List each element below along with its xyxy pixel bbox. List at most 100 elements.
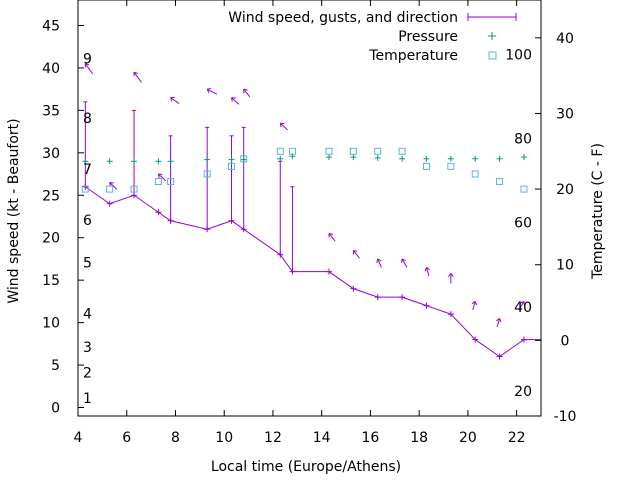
temperature-point <box>106 185 114 193</box>
arrow-shaft <box>243 88 251 98</box>
wind-direction-arrow <box>231 97 240 105</box>
x-tick-label: 20 <box>459 430 477 446</box>
beaufort-label: 2 <box>83 366 92 382</box>
arrow-shaft <box>206 88 218 95</box>
wind-point <box>82 183 89 190</box>
x-tick-label: 16 <box>362 430 380 446</box>
arrow-shaft <box>279 122 288 131</box>
wind-point <box>423 302 430 309</box>
arrow-shaft <box>425 267 430 277</box>
wind-direction-arrow <box>243 88 251 98</box>
y2-tick-label: 40 <box>556 31 574 47</box>
y-tick-label: 35 <box>42 103 60 119</box>
arrow-shaft <box>170 97 180 104</box>
wind-point <box>472 336 479 343</box>
temperature-point <box>167 178 175 186</box>
wind-direction-arrow <box>206 88 218 95</box>
wind-direction-arrow <box>376 258 382 268</box>
arrow-head <box>450 273 454 277</box>
arrow-shaft <box>401 258 408 268</box>
y2-tick-label: 0 <box>561 333 570 349</box>
y-tick-label: 20 <box>42 231 60 247</box>
arrow-head <box>170 97 173 102</box>
fahrenheit-label: 20 <box>514 384 532 400</box>
axes-layer: 4 6 8 10 12 14 16 18 20 22051015202530354045-1001… <box>42 0 576 446</box>
pressure-point <box>228 156 235 163</box>
fahrenheit-label: 40 <box>514 300 532 316</box>
wind-point <box>167 217 174 224</box>
pressure-point <box>155 158 162 165</box>
wind-direction-arrow <box>401 258 408 268</box>
temperature-point <box>349 147 357 155</box>
wind-direction-arrow <box>328 232 336 242</box>
y2-tick-label: -10 <box>554 409 577 425</box>
x-tick-label: 10 <box>215 430 233 446</box>
arrow-head <box>376 258 379 263</box>
wind-point <box>131 192 138 199</box>
temperature-point <box>520 185 528 193</box>
temperature-point <box>325 147 333 155</box>
wind-point <box>399 294 406 301</box>
wind-direction-arrow <box>352 249 360 259</box>
x-tick-label: 12 <box>264 430 282 446</box>
temperature-point <box>154 178 162 186</box>
arrow-head <box>85 63 90 66</box>
beaufort-label: 8 <box>83 111 92 127</box>
arrow-head <box>328 232 333 236</box>
wind-point <box>106 200 113 207</box>
y2-tick-label: 30 <box>556 106 574 122</box>
arrow-shaft <box>352 250 360 259</box>
wind-direction-arrow <box>133 71 142 83</box>
legend-marker-temperature <box>488 51 497 60</box>
wind-speed-line <box>85 186 541 358</box>
arrow-shaft <box>377 258 382 268</box>
pressure-point <box>423 155 430 162</box>
arrow-head <box>279 123 282 128</box>
beaufort-label: 9 <box>83 52 92 68</box>
arrow-head <box>353 249 358 252</box>
beaufort-label: 3 <box>83 340 92 356</box>
wind-direction-arrow <box>518 300 525 311</box>
y-axis-label: Wind speed (kt - Beaufort) <box>6 118 22 303</box>
pressure-point <box>204 156 211 163</box>
y-tick-label: 25 <box>42 188 60 204</box>
arrow-head <box>471 300 476 305</box>
legend: Wind speed, gusts, and direction Pressur… <box>228 10 517 64</box>
y2-axis-label: Temperature (C - F) <box>590 143 606 280</box>
pressure-point <box>167 158 174 165</box>
arrow-head <box>499 318 502 323</box>
wind-direction-arrow <box>170 97 180 104</box>
pressure-point <box>325 154 332 161</box>
legend-label-pressure: Pressure <box>398 29 458 45</box>
pressure-point <box>520 154 527 161</box>
arrow-shaft <box>158 173 167 182</box>
y2-tick-label: 20 <box>556 182 574 198</box>
arrow-head <box>424 267 427 272</box>
arrow-head <box>133 71 139 74</box>
temperature-point <box>130 185 138 193</box>
arrow-head <box>448 273 452 277</box>
wind-point <box>289 268 296 275</box>
pressure-point <box>131 158 138 165</box>
temperature-point <box>496 178 504 186</box>
arrow-shaft <box>231 97 240 105</box>
temperature-point <box>240 155 248 163</box>
wind-point <box>447 311 454 318</box>
legend-label-temperature: Temperature <box>368 48 458 64</box>
arrow-head <box>206 88 210 93</box>
wind-direction-arrow <box>157 173 167 182</box>
pressure-point <box>277 155 284 162</box>
x-tick-label: 14 <box>313 430 331 446</box>
y-tick-label: 15 <box>42 273 60 289</box>
fahrenheit-label: 80 <box>514 131 532 147</box>
pressure-point <box>496 155 503 162</box>
temperature-point <box>203 170 211 178</box>
arrow-head <box>243 88 248 91</box>
wind-direction-arrow <box>471 300 478 311</box>
pressure-point <box>399 155 406 162</box>
x-tick-label: 4 <box>74 430 83 446</box>
wind-direction-arrow <box>84 63 94 75</box>
arrow-head <box>231 97 233 102</box>
temperature-point <box>471 170 479 178</box>
